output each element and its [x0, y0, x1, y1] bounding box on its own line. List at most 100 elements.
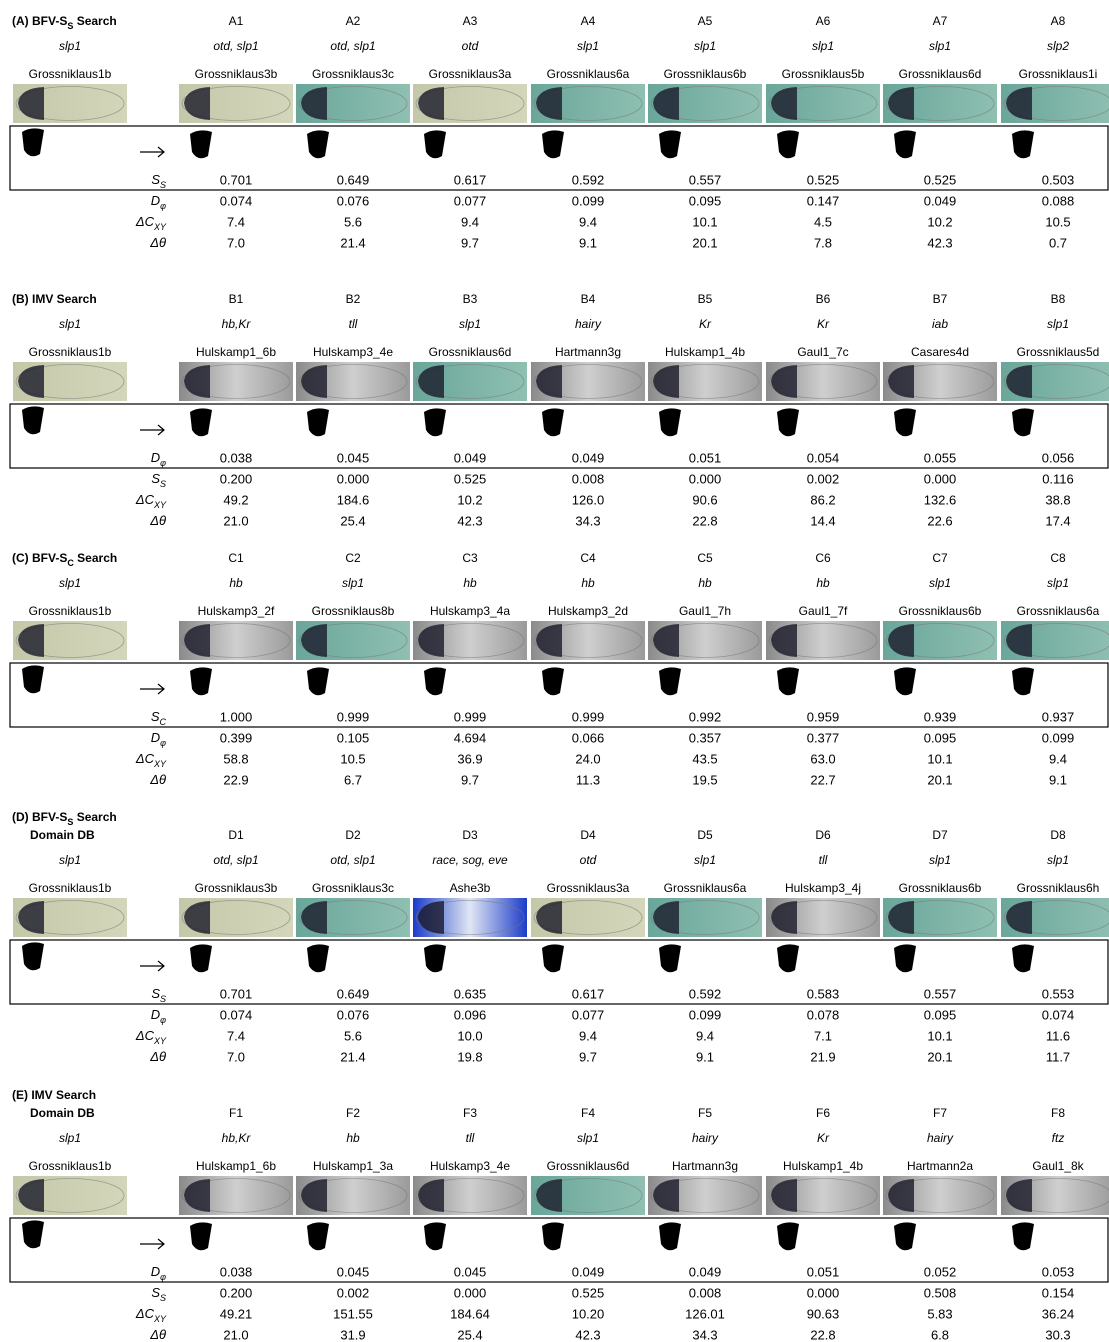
- metric-value: 0.959: [807, 709, 840, 724]
- metric-value: 0.105: [337, 730, 370, 745]
- metric-value: 0.200: [220, 471, 253, 486]
- result-gene: slp1: [577, 1131, 599, 1145]
- metric-value: 90.63: [807, 1306, 840, 1321]
- metric-value: 0.076: [337, 1007, 370, 1022]
- embryo-image: [1001, 621, 1109, 660]
- result-box: [9, 662, 1109, 728]
- metric-value: 0.000: [689, 471, 722, 486]
- metric-value: 10.2: [457, 492, 482, 507]
- result-id: A7: [933, 14, 948, 28]
- title-part: S: [59, 810, 67, 824]
- silhouette: [1012, 1222, 1034, 1251]
- silhouette: [659, 944, 681, 973]
- metric-value: 9.4: [1049, 751, 1067, 766]
- metric-symbol: Δθ: [149, 772, 166, 787]
- embryo-stain: [301, 624, 327, 657]
- metric-symbol: D: [151, 193, 160, 208]
- metric-symbol: S: [151, 1285, 160, 1300]
- metric-value: 0.000: [924, 471, 957, 486]
- query-gene: slp1: [59, 39, 81, 53]
- metric-value: 19.5: [692, 772, 717, 787]
- metric-subscript: S: [160, 1293, 166, 1303]
- embryo-outline: [15, 86, 125, 121]
- embryo-image: [766, 1176, 880, 1215]
- result-id: F1: [229, 1106, 243, 1120]
- metric-value: 9.7: [461, 772, 479, 787]
- query-name: Grossniklaus1b: [29, 881, 112, 895]
- silhouette: [307, 1222, 329, 1251]
- result-gene: otd, slp1: [330, 853, 375, 867]
- metric-value: 0.992: [689, 709, 722, 724]
- silhouette: [542, 944, 564, 973]
- embryo-stain: [536, 1179, 562, 1212]
- metric-value: 22.9: [223, 772, 248, 787]
- silhouette: [22, 665, 44, 694]
- embryo-outline: [15, 900, 125, 935]
- metric-value: 9.4: [579, 214, 597, 229]
- silhouette: [190, 1222, 212, 1251]
- silhouette: [659, 408, 681, 437]
- embryo-outline: [181, 364, 291, 399]
- metric-symbol: ΔC: [135, 1028, 155, 1043]
- result-gene: otd: [580, 853, 597, 867]
- result-id: B6: [816, 292, 831, 306]
- embryo-stain: [653, 624, 679, 657]
- metric-value: 0.525: [572, 1285, 605, 1300]
- metric-value: 0.116: [1042, 471, 1074, 486]
- embryo-outline: [885, 86, 995, 121]
- result-name: Grossniklaus3c: [312, 881, 394, 895]
- metric-value: 0.066: [572, 730, 605, 745]
- metric-value: 36.24: [1042, 1306, 1075, 1321]
- metric-subscript: φ: [160, 1272, 166, 1282]
- result-name: Hulskamp3_4a: [430, 604, 510, 618]
- metric-symbol: Δθ: [149, 1049, 166, 1064]
- result-gene: hairy: [692, 1131, 719, 1145]
- result-name: Grossniklaus6b: [664, 67, 747, 81]
- result-gene: slp1: [459, 317, 481, 331]
- metric-subscript: XY: [153, 759, 167, 769]
- result-name: Hulskamp3_4j: [785, 881, 861, 895]
- metric-value: 5.6: [344, 214, 362, 229]
- metric-symbol: ΔC: [135, 1306, 155, 1321]
- embryo-outline: [181, 86, 291, 121]
- embryo-stain: [301, 87, 327, 120]
- metric-value: 0.049: [454, 450, 487, 465]
- silhouette: [1012, 944, 1034, 973]
- embryo-outline: [533, 364, 643, 399]
- embryo-stain: [771, 624, 797, 657]
- metric-value: 9.7: [461, 235, 479, 250]
- title-part: (C) BFV-: [12, 551, 59, 565]
- panel-title: (A) BFV-SS Search: [12, 14, 117, 31]
- metric-value: 0.701: [220, 172, 253, 187]
- embryo-outline: [181, 623, 291, 658]
- embryo-image: [13, 1176, 127, 1215]
- embryo-stain: [888, 365, 914, 398]
- result-gene: slp1: [577, 39, 599, 53]
- embryo-stain: [184, 1179, 210, 1212]
- metric-value: 184.64: [450, 1306, 490, 1321]
- metric-value: 21.4: [340, 235, 365, 250]
- query-gene: slp1: [59, 853, 81, 867]
- silhouette: [424, 408, 446, 437]
- metric-value: 22.8: [810, 1327, 835, 1342]
- result-id: C4: [580, 551, 596, 565]
- result-name: Grossniklaus3a: [547, 881, 630, 895]
- embryo-outline: [885, 900, 995, 935]
- metric-value: 20.1: [692, 235, 717, 250]
- metric-value: 0.099: [689, 1007, 722, 1022]
- arrow: [140, 1238, 165, 1250]
- metric-value: 0.617: [454, 172, 487, 187]
- result-gene: race, sog, eve: [432, 853, 508, 867]
- result-name: Grossniklaus6d: [899, 67, 982, 81]
- result-id: F5: [698, 1106, 712, 1120]
- embryo-outline: [15, 1178, 125, 1213]
- embryo-image: [413, 1176, 527, 1215]
- metric-value: 0.999: [337, 709, 370, 724]
- embryo-stain: [184, 365, 210, 398]
- embryo-outline: [1003, 1178, 1109, 1213]
- result-id: C5: [697, 551, 713, 565]
- arrow: [140, 960, 165, 972]
- metric-value: 0.000: [807, 1285, 840, 1300]
- metric-value: 10.0: [457, 1028, 482, 1043]
